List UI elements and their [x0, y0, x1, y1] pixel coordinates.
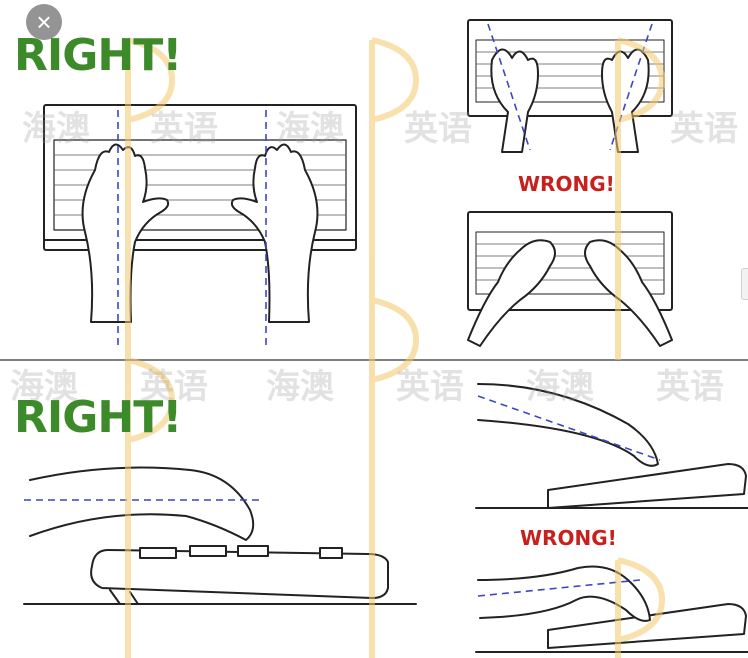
watermark-text: 海澳 [526, 367, 594, 407]
watermark-text: 海澳 [10, 367, 78, 407]
watermark-text: 英语 [670, 109, 738, 149]
wrong-label-top: WRONG! [518, 172, 615, 196]
close-icon[interactable]: × [26, 4, 62, 40]
watermark-text: 海澳 [276, 109, 344, 149]
watermark-text: 英语 [140, 367, 208, 407]
watermark-text: 英语 [150, 109, 218, 149]
right-label-top: RIGHT! [14, 30, 182, 81]
right-label-bottom: RIGHT! [14, 392, 182, 443]
side-view-right [23, 466, 417, 605]
side-view-wrong-1 [475, 383, 748, 509]
watermark-text: 海澳 [22, 109, 90, 149]
wrong-label-bottom: WRONG! [520, 526, 617, 550]
side-scroll-handle[interactable] [741, 268, 748, 300]
side-view-wrong-2 [475, 565, 748, 653]
watermark-text: 英语 [396, 367, 464, 407]
watermark-text: 英语 [656, 367, 724, 407]
hands-wrong-1 [490, 48, 650, 153]
watermark-text: 英语 [404, 109, 472, 149]
watermark-text: 海澳 [266, 367, 334, 407]
